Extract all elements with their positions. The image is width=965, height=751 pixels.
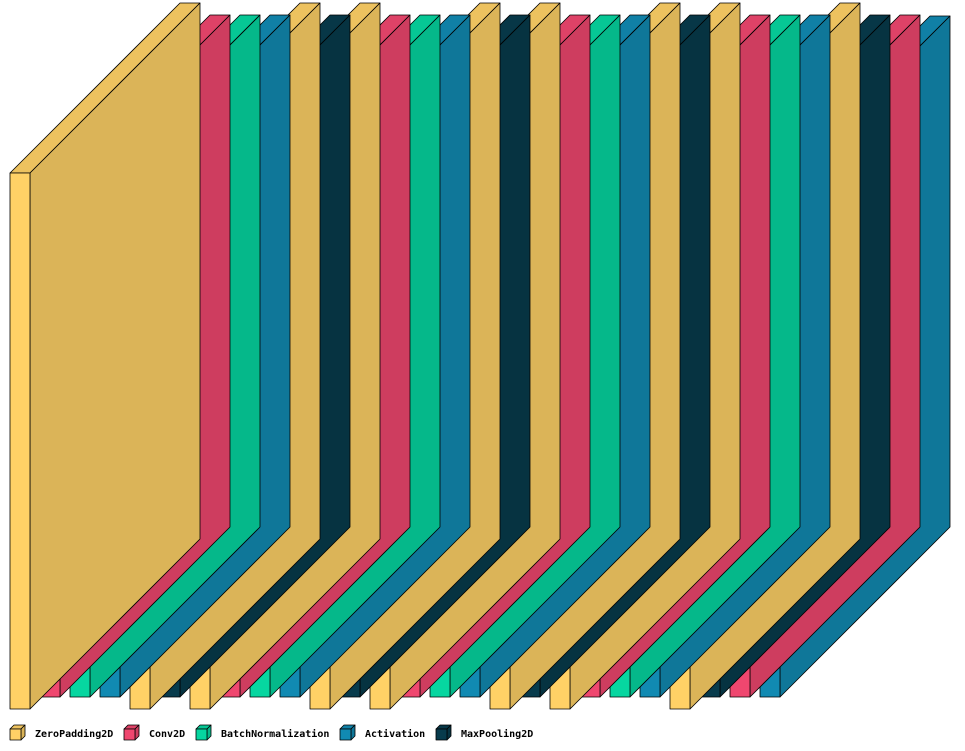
legend-swatch-icon	[339, 724, 356, 741]
layer-zp-1	[9, 2, 201, 710]
legend-label: MaxPooling2D	[461, 728, 533, 740]
legend-item-act: Activation	[339, 724, 425, 741]
layer-stack	[9, 2, 951, 710]
legend-item-bn: BatchNormalization	[195, 724, 329, 741]
legend-item-conv: Conv2D	[123, 724, 185, 741]
legend-label: BatchNormalization	[221, 728, 329, 740]
legend: ZeroPadding2D Conv2D BatchNormalization Act…	[9, 724, 533, 741]
legend-label: Activation	[365, 728, 425, 740]
legend-label: Conv2D	[149, 729, 185, 740]
legend-item-pool: MaxPooling2D	[435, 724, 533, 741]
swatch-front	[339, 728, 352, 741]
legend-label: ZeroPadding2D	[35, 728, 113, 740]
legend-swatch-icon	[123, 724, 140, 741]
swatch-front	[435, 728, 448, 741]
swatch-front	[9, 728, 22, 741]
swatch-front	[123, 728, 136, 741]
legend-swatch-icon	[9, 724, 26, 741]
swatch-front	[195, 728, 208, 741]
layer-front-face	[9, 172, 31, 710]
legend-swatch-icon	[435, 724, 452, 741]
legend-item-zp: ZeroPadding2D	[9, 724, 113, 741]
legend-swatch-icon	[195, 724, 212, 741]
